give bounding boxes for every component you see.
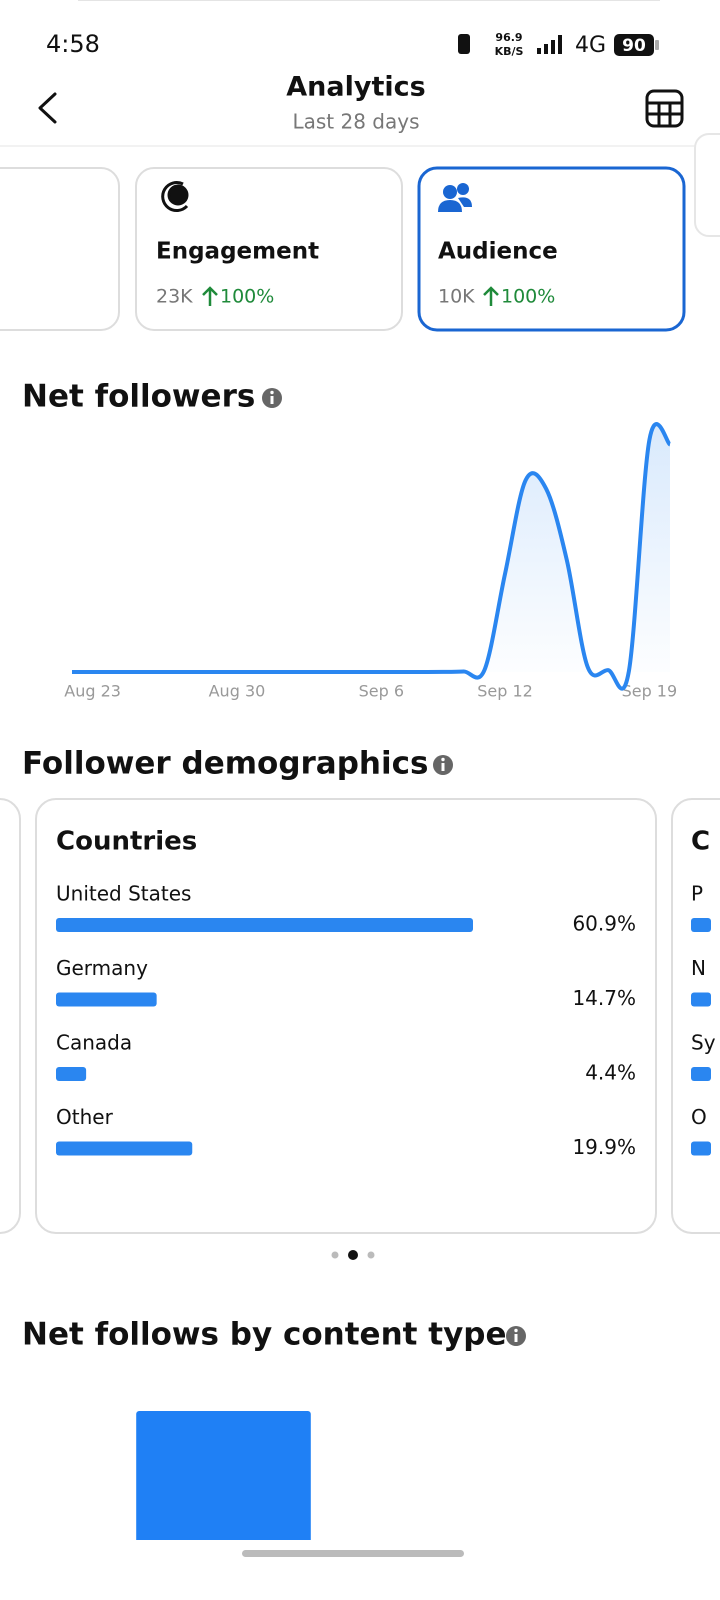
section-title: Follower demographics xyxy=(22,746,428,782)
category-label: Germany xyxy=(56,956,148,980)
side-panel-edge xyxy=(694,133,720,237)
battery xyxy=(614,34,654,56)
section-title: Net followers xyxy=(22,379,255,415)
vibrate-icon xyxy=(458,34,470,54)
info-icon[interactable] xyxy=(262,388,282,408)
value-label: 60.9% xyxy=(572,912,636,936)
battery-tip xyxy=(655,40,659,50)
info-icon[interactable] xyxy=(506,1326,526,1346)
metric-card-partial[interactable] xyxy=(0,167,120,331)
category-label: Canada xyxy=(56,1031,132,1055)
value-label: 14.7% xyxy=(572,986,636,1010)
bar xyxy=(56,992,157,1007)
bar xyxy=(56,1141,193,1156)
card-title: Countries xyxy=(56,827,197,857)
value-label: 19.9% xyxy=(572,1135,636,1159)
x-tick-label: Aug 23 xyxy=(64,682,121,701)
up-arrow xyxy=(483,286,499,306)
metric-card[interactable] xyxy=(135,167,403,331)
bar xyxy=(136,1411,311,1540)
bars xyxy=(136,1411,311,1540)
x-tick-label: Sep 12 xyxy=(477,682,533,701)
metric-value: 10K xyxy=(438,286,475,308)
battery-level: 90 xyxy=(622,36,646,56)
section-title: Net follows by content type xyxy=(22,1317,507,1353)
line xyxy=(72,422,672,691)
pager-dots xyxy=(331,1250,375,1260)
metric-title: Audience xyxy=(438,239,558,265)
audience-icon xyxy=(438,183,472,212)
demographics-card-partial[interactable] xyxy=(671,798,720,1234)
metric-value: 23K xyxy=(156,286,193,308)
bar xyxy=(56,918,473,932)
clock: 4:58 xyxy=(46,30,100,58)
page-subtitle: Last 28 days xyxy=(292,110,419,134)
line-area xyxy=(72,424,670,689)
bar-stub xyxy=(691,918,711,932)
category-label: P xyxy=(691,882,703,906)
engagement-icon xyxy=(161,181,189,212)
value-label: 4.4% xyxy=(585,1061,636,1085)
metric-change: 100% xyxy=(220,286,274,308)
next-card-items: P N Sy O xyxy=(691,882,716,1156)
bar-stub xyxy=(691,1067,711,1081)
line-chart: Aug 23 Aug 30 Sep 6 Sep 12 Sep 19 xyxy=(64,422,678,701)
hbar-chart: United States 60.9% Germany 14.7% Canada 4.4%… xyxy=(56,882,636,1159)
bar-stub xyxy=(691,992,711,1007)
bar-stub xyxy=(691,1141,711,1156)
category-label: Other xyxy=(56,1105,114,1129)
page-title: Analytics xyxy=(286,72,425,103)
demographics-card[interactable] xyxy=(35,798,657,1234)
x-tick-label: Aug 30 xyxy=(209,682,266,701)
metric-title: Engagement xyxy=(156,239,319,265)
bar xyxy=(56,1067,87,1081)
signal-icon xyxy=(537,35,562,54)
network-type: 4G xyxy=(575,33,606,58)
home-indicator xyxy=(242,1550,464,1557)
category-label: O xyxy=(691,1105,707,1129)
category-label: N xyxy=(691,956,706,980)
net-speed: 96.9 xyxy=(495,31,522,44)
net-speed-unit: KB/S xyxy=(495,45,524,58)
demographics-card-partial[interactable] xyxy=(0,798,21,1234)
up-arrow xyxy=(202,286,218,306)
x-tick-label: Sep 19 xyxy=(622,682,678,701)
bar-chart xyxy=(78,0,660,1540)
metric-change: 100% xyxy=(501,286,555,308)
x-tick-label: Sep 6 xyxy=(359,682,404,701)
category-label: Sy xyxy=(691,1031,716,1055)
back-button[interactable] xyxy=(38,92,57,124)
category-label: United States xyxy=(56,882,191,906)
card-title: C xyxy=(691,827,710,857)
metric-card-selected[interactable] xyxy=(417,166,686,332)
info-icon[interactable] xyxy=(433,755,453,775)
table-view-button[interactable] xyxy=(645,89,684,128)
